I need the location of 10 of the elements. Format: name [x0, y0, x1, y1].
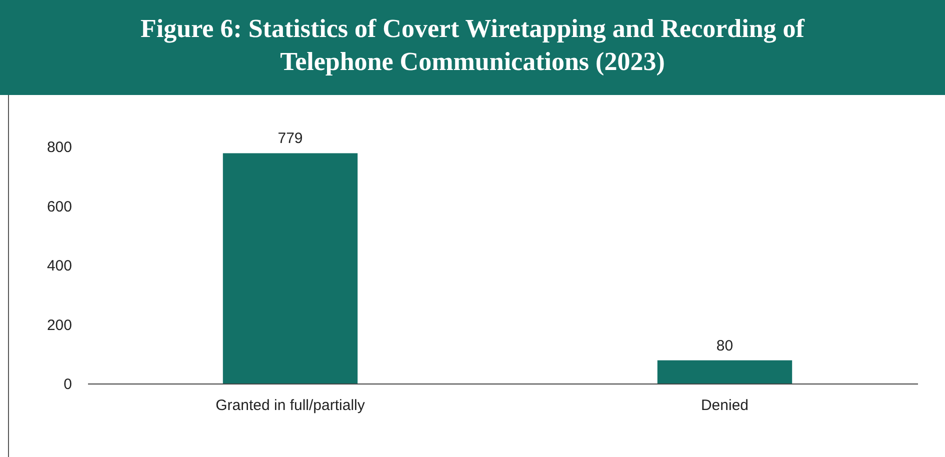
- y-tick-label: 400: [46, 258, 72, 274]
- data-label: 779: [278, 130, 303, 148]
- y-tick-label: 0: [64, 376, 72, 393]
- data-label: 80: [716, 337, 734, 354]
- y-tick-label: 800: [46, 139, 72, 156]
- chart-title: Figure 6: Statistics of Covert Wiretapping and Recording of Telephone Communications (2023): [140, 14, 805, 76]
- x-tick-label: Granted in full/partially: [216, 397, 366, 414]
- y-tick-label: 200: [46, 316, 72, 334]
- y-tick-label: 600: [46, 198, 72, 216]
- x-tick-label: Denied: [700, 397, 749, 414]
